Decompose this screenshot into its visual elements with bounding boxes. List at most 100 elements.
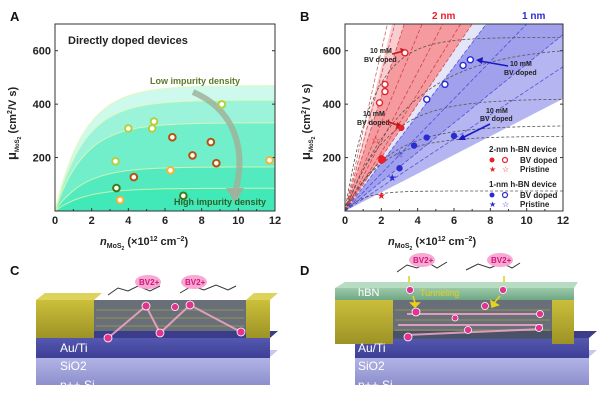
svg-text:10 mM: 10 mM bbox=[370, 48, 392, 55]
data-point bbox=[206, 137, 216, 147]
fit-line bbox=[345, 24, 388, 211]
legend-marker bbox=[501, 156, 509, 164]
x-axis-label-b: nMoS2 (×1012 cm−2) bbox=[388, 236, 476, 252]
data-point bbox=[379, 156, 387, 163]
layer-label-si: p++ Si bbox=[358, 378, 393, 392]
data-point bbox=[168, 132, 177, 142]
top-label-2nm: 2 nm bbox=[432, 11, 455, 22]
impurity-curve bbox=[54, 99, 275, 212]
svg-text:10 mM: 10 mM bbox=[486, 108, 508, 115]
data-point bbox=[188, 151, 197, 160]
panel-label-c: C bbox=[10, 263, 20, 278]
electrons bbox=[103, 300, 246, 343]
y-axis-label-b: μMoS2 (cm2/ V s) bbox=[298, 83, 317, 160]
impurity-density-bands bbox=[54, 85, 275, 212]
x-tick-label: 10 bbox=[232, 215, 244, 227]
data-point bbox=[217, 100, 227, 109]
layer-label-sio2: SiO2 bbox=[358, 359, 385, 373]
x-tick-label: 12 bbox=[557, 215, 569, 227]
electron-paths bbox=[107, 304, 242, 339]
fit-line bbox=[345, 24, 444, 211]
fit-curve bbox=[345, 190, 563, 211]
chart-a: Directly doped devices 0 2 4 6 8 10 12 200 400 60… bbox=[4, 23, 281, 252]
trend-arrow bbox=[191, 89, 243, 194]
data-point bbox=[381, 80, 389, 89]
x-tick-label: 2 bbox=[89, 215, 95, 227]
sio2-layer bbox=[355, 338, 589, 358]
data-point bbox=[459, 61, 467, 70]
data-point bbox=[179, 191, 188, 201]
bv-badge bbox=[409, 253, 435, 267]
bv-label: BV2+ bbox=[139, 278, 160, 287]
legend-title-1nm: 1-nm h-BN device bbox=[489, 180, 557, 189]
x-tick-label: 8 bbox=[199, 215, 205, 227]
data-point: ★ bbox=[377, 191, 386, 202]
data-point: ☆ bbox=[371, 135, 380, 146]
svg-text:10 mM: 10 mM bbox=[510, 61, 532, 68]
svg-text:BV doped: BV doped bbox=[357, 120, 390, 127]
data-point bbox=[441, 80, 449, 89]
chart-b: 0 2 4 6 8 10 12 200 400 600 2 nm 1 nm 10 mM BV do… bbox=[298, 11, 569, 252]
data-point bbox=[149, 117, 159, 126]
si-layer bbox=[36, 357, 270, 385]
y-tick-label: 600 bbox=[323, 46, 341, 58]
electron-paths bbox=[398, 313, 544, 336]
panel-label-b: B bbox=[300, 9, 309, 24]
legend-entry: BV doped bbox=[520, 156, 557, 165]
layer-label-hbn: hBN bbox=[358, 287, 379, 299]
y-tick-label: 400 bbox=[323, 99, 341, 111]
legend-entry: BV doped bbox=[520, 191, 557, 200]
bv-badge bbox=[135, 275, 161, 289]
au-ti-right-contact bbox=[552, 299, 574, 344]
fit-curve bbox=[345, 50, 563, 211]
device-schematic-c: BV2+ BV2+ Au/Ti SiO2 p++ Si bbox=[36, 275, 278, 392]
fit-curve bbox=[345, 98, 563, 211]
fit-line bbox=[345, 66, 563, 211]
annotation-low: Low impurity density bbox=[150, 76, 240, 86]
legend-marker: ★ bbox=[489, 165, 496, 174]
x-tick-label: 6 bbox=[162, 215, 168, 227]
bv-label: BV2+ bbox=[491, 256, 512, 265]
x-tick-label: 12 bbox=[269, 215, 281, 227]
bv-molecules bbox=[107, 284, 237, 296]
fit-line bbox=[345, 24, 405, 211]
data-point bbox=[265, 155, 274, 165]
x-tick-label: 4 bbox=[415, 215, 422, 227]
impurity-curve bbox=[54, 85, 275, 212]
x-tick-label: 2 bbox=[378, 215, 384, 227]
legend-title-2nm: 2-nm h-BN device bbox=[489, 145, 557, 154]
data-point bbox=[115, 195, 125, 205]
data-point: ☆ bbox=[395, 149, 404, 160]
svg-text:BV doped: BV doped bbox=[504, 70, 537, 77]
y-tick-label: 200 bbox=[33, 153, 51, 165]
legend-marker bbox=[489, 157, 495, 163]
data-point bbox=[147, 124, 157, 133]
layer-label-auti: Au/Ti bbox=[60, 341, 88, 355]
fit-line bbox=[345, 24, 396, 211]
fit-line bbox=[345, 34, 563, 211]
data-point bbox=[381, 87, 389, 96]
x-tick-label: 4 bbox=[125, 215, 132, 227]
device-schematic-d: Tunneling BV2+ BV2+ hBN Au/Ti SiO2 p++ S… bbox=[335, 253, 597, 392]
chart-a-title: Directly doped devices bbox=[68, 35, 188, 47]
fit-curve bbox=[345, 37, 563, 211]
bv-badge bbox=[487, 253, 513, 267]
annotation-1nm-mid: 10 mM BV doped bbox=[458, 108, 513, 140]
data-point bbox=[111, 157, 120, 166]
legend-marker: ★ bbox=[489, 200, 496, 209]
bv-label: BV2+ bbox=[185, 278, 206, 287]
y-axis-label-a: μMoS2 (cm2/V s) bbox=[4, 86, 23, 160]
legend-marker: ☆ bbox=[502, 200, 509, 209]
tunneling-label: Tunneling bbox=[420, 288, 459, 298]
si-layer bbox=[355, 357, 589, 385]
legend-entry: Pristine bbox=[520, 200, 550, 209]
data-point bbox=[112, 183, 121, 193]
x-tick-label: 8 bbox=[487, 215, 493, 227]
panel-label-d: D bbox=[300, 263, 309, 278]
layer-label-si: p++ Si bbox=[60, 378, 95, 392]
y-tick-label: 400 bbox=[33, 99, 51, 111]
legend-entry: Pristine bbox=[520, 165, 550, 174]
x-tick-label: 0 bbox=[342, 215, 348, 227]
data-point bbox=[398, 124, 405, 132]
